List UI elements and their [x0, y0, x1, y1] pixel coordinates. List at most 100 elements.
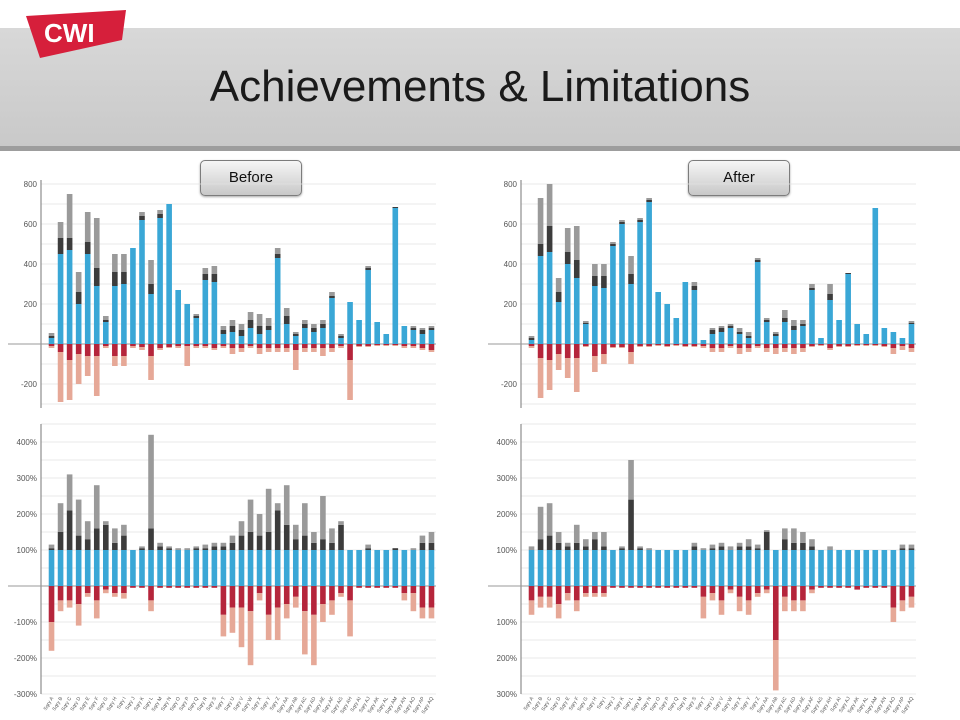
- bar-dark: [75, 535, 82, 550]
- bar-negative: [265, 586, 272, 615]
- bar-base: [836, 550, 842, 586]
- bar-negative-light: [311, 348, 317, 352]
- bar-base: [592, 550, 598, 586]
- bar-dark: [646, 200, 652, 202]
- bar-light: [691, 282, 698, 286]
- bar-negative-light: [709, 348, 716, 352]
- bar-dark: [247, 320, 254, 328]
- bar-negative: [292, 586, 299, 597]
- after-label[interactable]: After: [688, 160, 790, 196]
- bar-negative-light: [555, 604, 562, 619]
- y-tick-label: 400: [504, 260, 518, 269]
- bar-negative-light: [419, 607, 426, 619]
- bar-negative: [836, 344, 842, 346]
- bar-negative-light: [57, 600, 64, 612]
- bar-negative: [791, 586, 797, 601]
- bar-dark: [628, 274, 634, 284]
- bar-negative: [890, 586, 897, 608]
- bar-dark: [564, 252, 571, 264]
- bar-light: [546, 184, 553, 226]
- bar-light: [646, 198, 652, 200]
- bar-negative: [157, 344, 163, 348]
- bar-dark: [582, 546, 589, 550]
- bar-base: [383, 334, 390, 344]
- bar-base: [709, 550, 716, 586]
- bar-base: [66, 550, 73, 586]
- bar-light: [555, 532, 562, 543]
- bar-base: [564, 550, 571, 586]
- bar-base: [582, 550, 589, 586]
- bar-negative: [546, 344, 553, 360]
- bar-negative-light: [736, 348, 743, 354]
- bar-light: [619, 220, 625, 222]
- bar-light: [66, 474, 73, 511]
- bar-dark: [256, 535, 263, 550]
- bar-light: [193, 314, 200, 316]
- bar-base: [763, 550, 770, 586]
- bar-base: [763, 322, 770, 344]
- bar-negative: [401, 586, 408, 594]
- bar-dark: [292, 334, 299, 336]
- bar-negative: [102, 344, 109, 346]
- bar-negative: [410, 586, 417, 594]
- bar-negative: [592, 344, 598, 356]
- bar-negative: [682, 586, 689, 588]
- bar-negative-light: [75, 604, 82, 626]
- bar-base: [782, 322, 788, 344]
- bar-light: [754, 258, 761, 260]
- bar-light: [283, 485, 290, 525]
- bar-negative: [374, 344, 381, 345]
- bar-dark: [112, 542, 118, 550]
- bar-dark: [727, 326, 734, 328]
- bar-light: [157, 210, 163, 214]
- bar-light: [102, 316, 109, 320]
- bar-negative: [347, 344, 353, 360]
- bar-base: [130, 550, 136, 586]
- bar-base: [682, 282, 689, 344]
- bar-negative-light: [338, 593, 344, 597]
- bar-light: [736, 328, 743, 332]
- bar-light: [220, 542, 227, 547]
- bar-base: [193, 318, 200, 344]
- bar-negative: [157, 586, 163, 588]
- bar-light: [302, 503, 308, 536]
- bar-base: [93, 550, 100, 586]
- bar-negative-light: [800, 600, 806, 612]
- bar-light: [601, 532, 607, 547]
- bar-negative: [410, 344, 417, 346]
- bar-negative: [827, 344, 833, 348]
- bar-dark: [592, 539, 598, 550]
- bar-negative: [220, 586, 227, 615]
- bar-base: [610, 246, 616, 344]
- before-label[interactable]: Before: [200, 160, 302, 196]
- bar-negative-light: [782, 596, 788, 612]
- bar-negative: [745, 586, 752, 601]
- bar-light: [329, 292, 335, 296]
- bar-negative-light: [274, 348, 281, 352]
- bar-negative-light: [863, 345, 870, 346]
- bar-negative: [691, 586, 698, 588]
- bar-light: [546, 503, 553, 536]
- bar-negative: [302, 586, 308, 612]
- bar-base: [872, 208, 879, 344]
- bar-light: [428, 532, 435, 543]
- bar-dark: [202, 548, 209, 550]
- bar-base: [130, 248, 136, 344]
- bar-base: [184, 550, 191, 586]
- bar-negative-light: [845, 346, 851, 347]
- bar-dark: [791, 542, 797, 550]
- bar-base: [555, 550, 562, 586]
- bar-negative: [655, 344, 661, 345]
- bar-dark: [745, 546, 752, 550]
- bar-negative-light: [754, 593, 761, 597]
- bar-dark: [365, 268, 371, 270]
- bar-base: [673, 550, 680, 586]
- bar-light: [329, 528, 335, 543]
- bar-negative-light: [836, 346, 842, 347]
- bar-negative-light: [827, 348, 833, 350]
- bar-dark: [220, 546, 227, 550]
- bar-negative-light: [700, 346, 707, 348]
- bar-dark: [329, 542, 335, 550]
- bar-negative-light: [899, 346, 906, 350]
- bar-negative: [347, 586, 353, 601]
